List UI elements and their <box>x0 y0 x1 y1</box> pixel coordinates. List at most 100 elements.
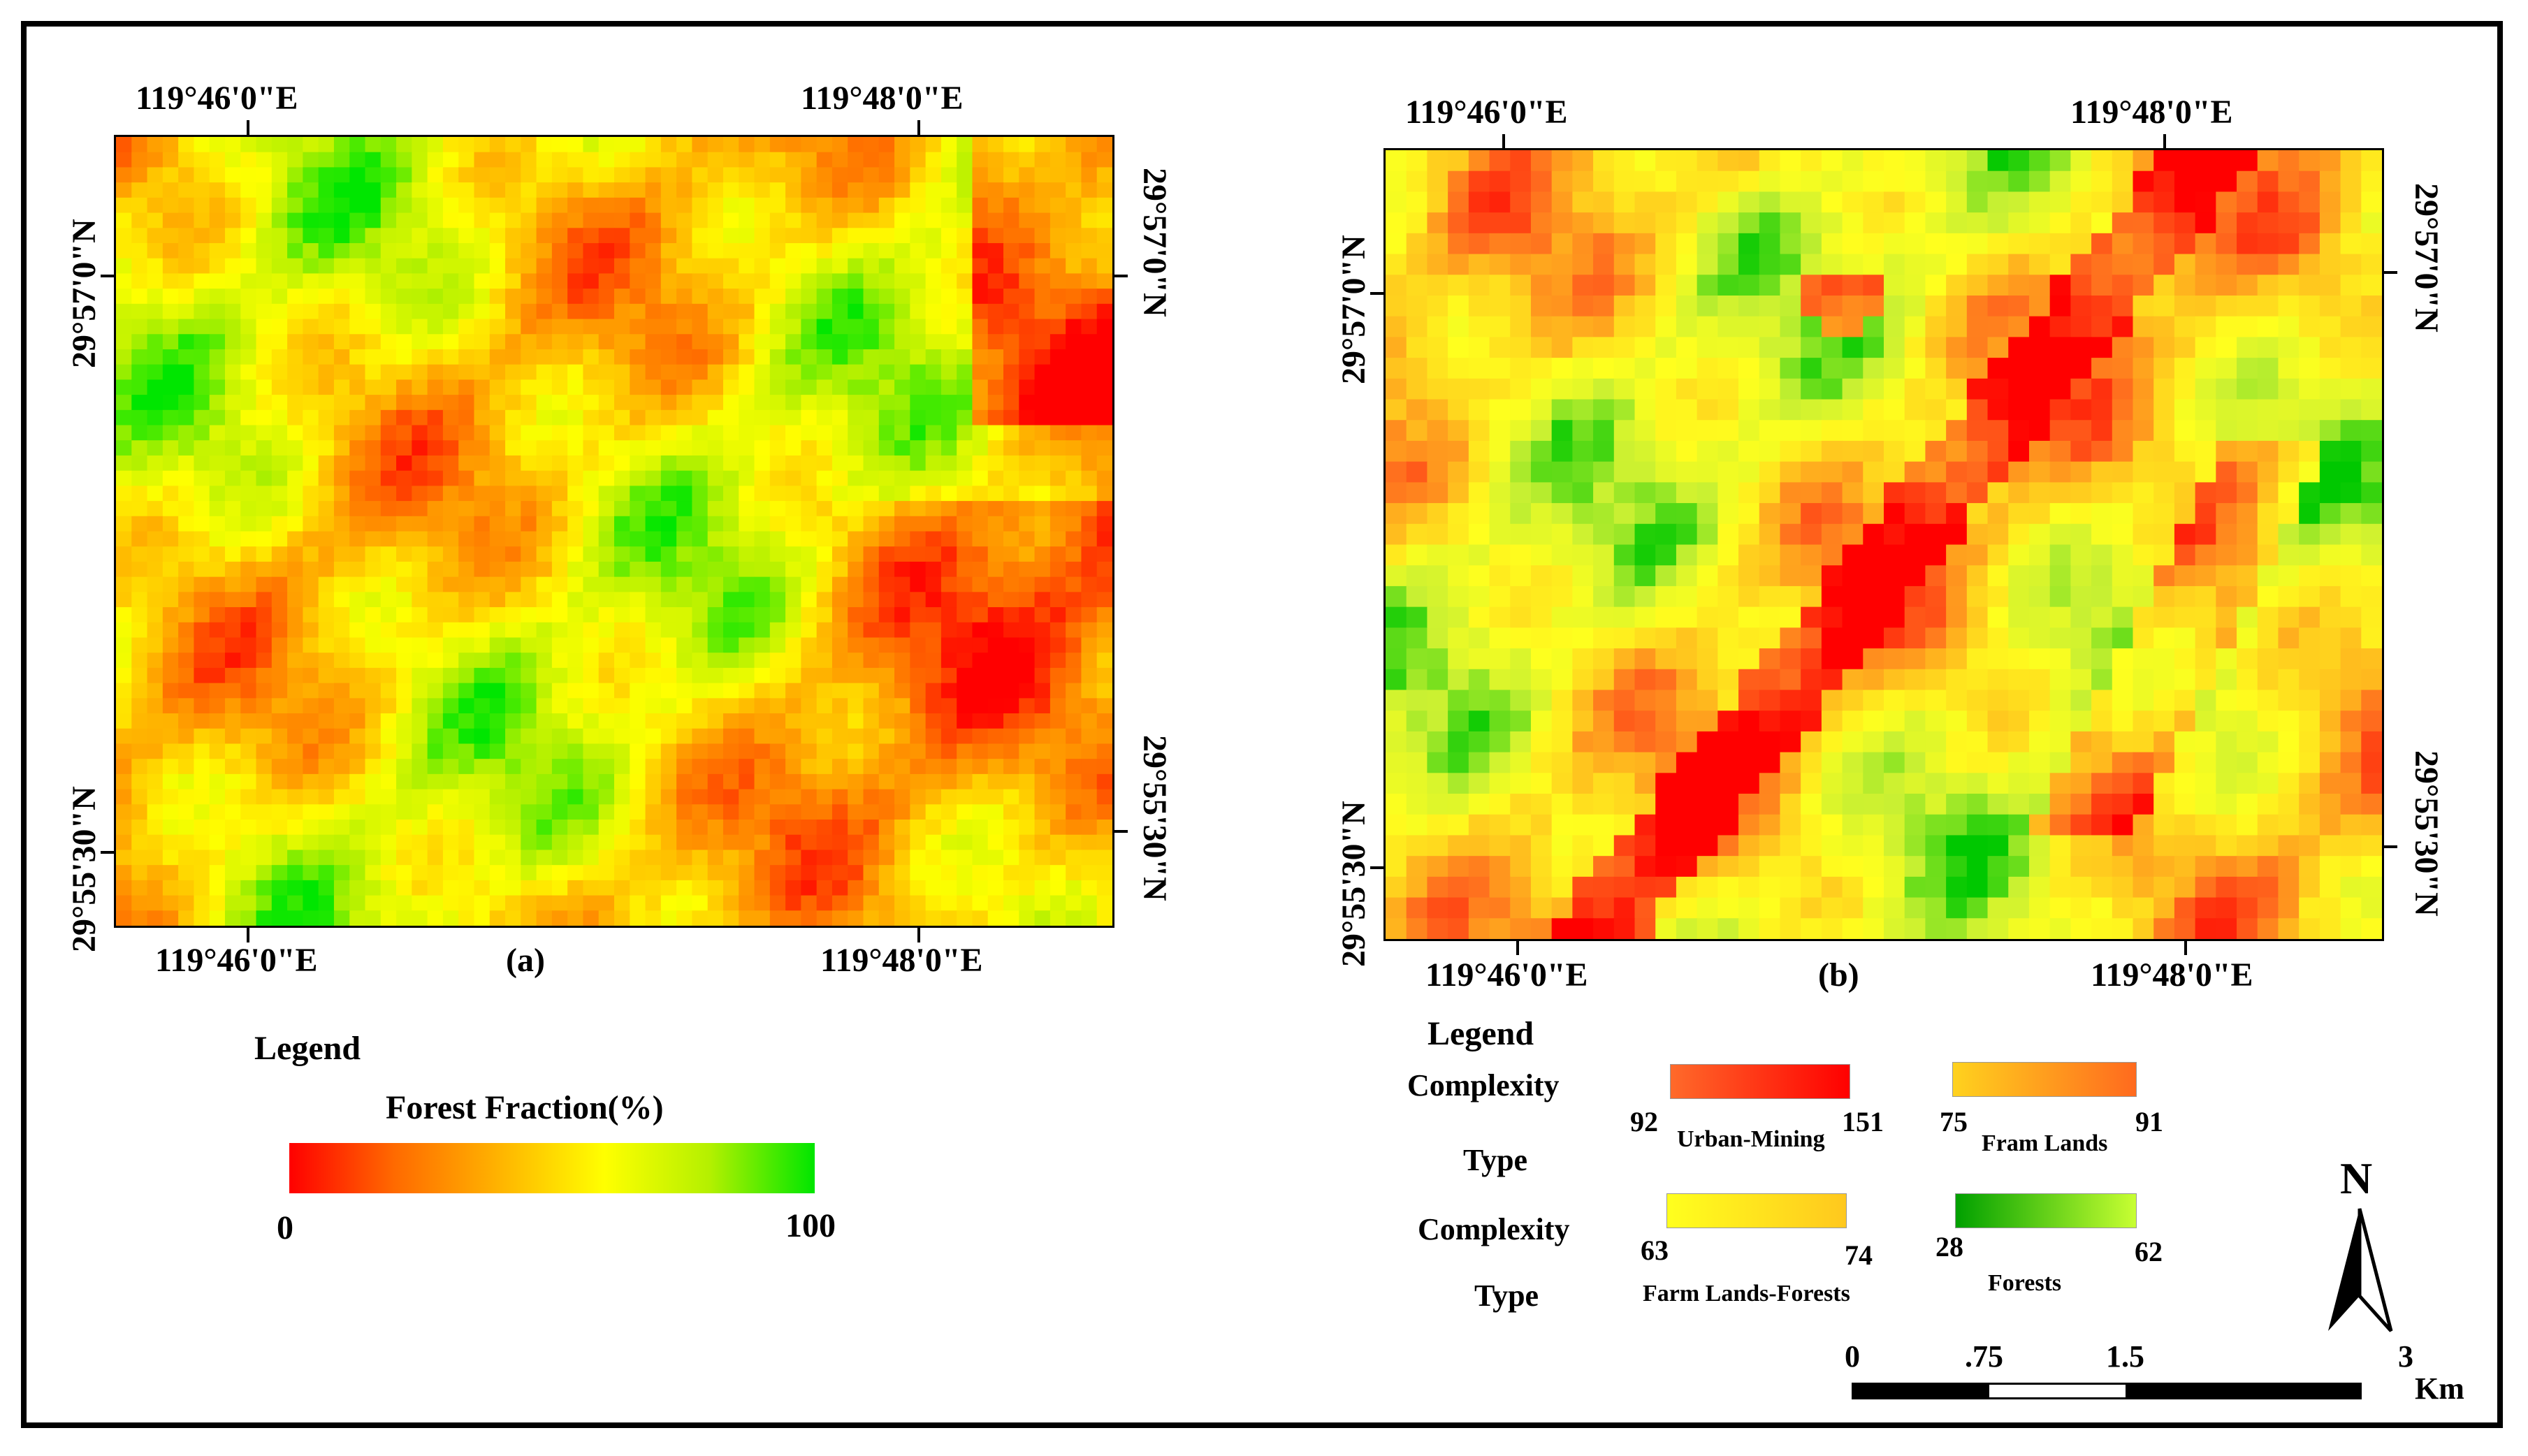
raster-cell <box>178 561 195 578</box>
raster-cell <box>1489 690 1511 711</box>
raster-cell <box>1884 627 1905 649</box>
raster-cell <box>521 273 537 289</box>
raster-cell <box>551 486 568 502</box>
raster-cell <box>1634 585 1656 608</box>
raster-cell <box>692 683 709 699</box>
raster-cell <box>147 773 164 790</box>
raster-cell <box>1489 565 1511 587</box>
raster-cell <box>365 698 382 714</box>
raster-cell <box>1987 731 2009 753</box>
raster-cell <box>848 789 864 805</box>
raster-cell <box>224 576 241 592</box>
raster-cell <box>1510 337 1532 358</box>
raster-cell <box>442 713 459 729</box>
raster-cell <box>162 910 179 926</box>
raster-cell <box>831 576 848 592</box>
raster-cell <box>848 667 864 684</box>
raster-cell <box>972 395 989 411</box>
raster-cell <box>676 440 693 456</box>
raster-cell <box>910 470 927 486</box>
raster-cell <box>194 561 210 578</box>
raster-cell <box>1697 731 1718 753</box>
raster-cell <box>147 152 164 168</box>
raster-cell <box>2237 212 2258 234</box>
raster-cell <box>131 152 148 168</box>
raster-cell <box>754 349 771 365</box>
raster-cell <box>209 425 226 441</box>
raster-cell <box>1676 690 1698 711</box>
raster-cell <box>318 759 335 775</box>
raster-cell <box>739 667 755 684</box>
raster-cell <box>878 759 895 775</box>
raster-cell <box>474 486 491 502</box>
raster-cell <box>1863 461 1884 483</box>
raster-cell <box>1634 503 1656 525</box>
raster-cell <box>567 501 584 517</box>
raster-cell <box>458 137 475 153</box>
raster-cell <box>505 379 521 395</box>
raster-cell <box>2299 482 2320 504</box>
raster-cell <box>1468 440 1490 463</box>
raster-cell <box>1801 794 1822 815</box>
raster-cell <box>1821 752 1843 773</box>
raster-cell <box>676 152 693 168</box>
raster-cell <box>2112 440 2134 463</box>
raster-cell <box>318 319 335 335</box>
raster-cell <box>972 653 989 669</box>
raster-cell <box>1019 880 1036 896</box>
raster-cell <box>583 455 600 472</box>
raster-cell <box>957 698 973 714</box>
raster-cell <box>801 773 818 790</box>
raster-cell <box>551 743 568 759</box>
raster-cell <box>412 273 428 289</box>
raster-cell <box>2091 212 2113 234</box>
raster-cell <box>630 667 646 684</box>
raster-cell <box>396 653 412 669</box>
raster-cell <box>863 743 880 759</box>
raster-cell <box>1863 399 1884 421</box>
raster-cell <box>769 820 786 836</box>
raster-cell <box>722 440 739 456</box>
raster-cell <box>1572 337 1594 358</box>
raster-cell <box>2133 378 2154 400</box>
raster-cell <box>1003 303 1019 320</box>
raster-cell <box>1946 150 1968 172</box>
raster-cell <box>412 303 428 320</box>
raster-cell <box>427 683 444 699</box>
raster-cell <box>692 197 709 214</box>
raster-cell <box>349 349 366 365</box>
raster-cell <box>240 667 257 684</box>
raster-cell <box>1593 711 1615 732</box>
raster-cell <box>1634 794 1656 815</box>
raster-cell <box>303 759 319 775</box>
raster-cell <box>1448 170 1469 193</box>
raster-cell <box>848 197 864 214</box>
raster-cell <box>2299 544 2320 566</box>
raster-cell <box>116 546 132 562</box>
raster-cell <box>2237 523 2258 546</box>
raster-cell <box>848 804 864 820</box>
raster-cell <box>427 212 444 228</box>
raster-cell <box>598 622 615 639</box>
raster-cell <box>707 486 724 502</box>
raster-cell <box>2361 627 2382 649</box>
raster-cell <box>380 182 397 198</box>
raster-cell <box>1081 834 1098 851</box>
raster-cell <box>1406 212 1428 234</box>
raster-cell <box>240 379 257 395</box>
raster-cell <box>1019 773 1036 790</box>
raster-cell <box>209 713 226 729</box>
raster-cell <box>178 455 195 472</box>
raster-cell <box>1780 482 1801 504</box>
raster-cell <box>1066 743 1082 759</box>
raster-cell <box>598 576 615 592</box>
raster-cell <box>863 395 880 411</box>
raster-cell <box>1593 440 1615 463</box>
raster-cell <box>287 667 303 684</box>
raster-cell <box>1697 690 1718 711</box>
raster-cell <box>1049 576 1066 592</box>
raster-cell <box>957 865 973 881</box>
raster-cell <box>972 409 989 426</box>
raster-cell <box>2028 378 2051 400</box>
raster-cell <box>1081 258 1098 274</box>
